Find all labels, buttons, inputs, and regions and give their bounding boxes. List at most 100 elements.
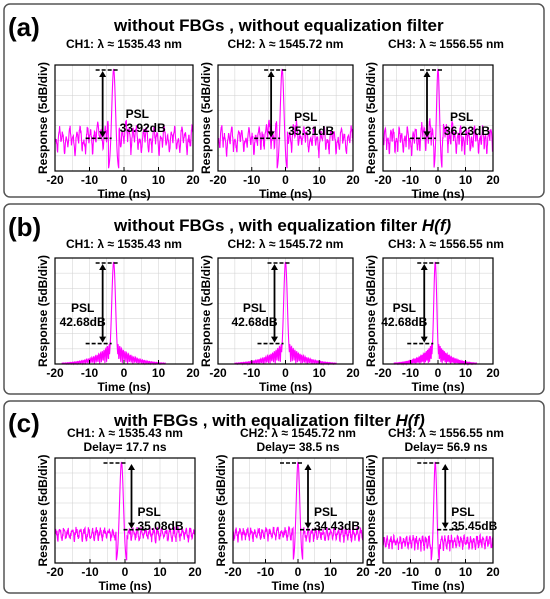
x-axis-label: Time (ns) (259, 187, 312, 201)
x-axis-label: Time (ns) (98, 579, 151, 593)
y-axis-label: Response (5dB/div) (214, 454, 228, 566)
x-axis-label: Time (ns) (259, 380, 312, 394)
x-tick-label: 10 (313, 366, 327, 380)
psl-arrowhead-down (423, 131, 431, 138)
x-axis-label: Time (ns) (411, 380, 464, 394)
series-trace (232, 461, 364, 560)
x-tick-label: -20 (224, 565, 242, 579)
series-trace (218, 261, 353, 367)
x-tick-label: 0 (121, 366, 128, 380)
x-tick-label: 0 (295, 565, 302, 579)
x-tick-label: 20 (486, 565, 500, 579)
x-tick-label: -20 (374, 366, 392, 380)
x-tick-label: -20 (46, 565, 64, 579)
psl-label: PSL (71, 301, 94, 315)
channel-delay: Delay= 38.5 ns (256, 440, 339, 454)
psl-label: PSL (294, 110, 317, 124)
psl-value: 42.68dB (231, 315, 277, 329)
x-tick-label: -10 (402, 173, 420, 187)
x-tick-label: -20 (374, 565, 392, 579)
psl-value: 34.43dB (314, 519, 360, 533)
plot-4: -20 -10 0 10 20 Time (ns) Response (5dB/div) CH… (36, 237, 200, 394)
x-tick-label: 0 (282, 173, 289, 187)
x-tick-label: -10 (243, 173, 261, 187)
plot-9: -20 -10 0 10 20 Time (ns) Response (5dB/div) CH… (364, 426, 504, 593)
psl-arrowhead-down (128, 522, 135, 529)
plot-8: -20 -10 0 10 20 Time (ns) Response (5dB/div) CH… (214, 426, 370, 593)
y-axis-label: Response (5dB/div) (36, 62, 50, 174)
panel-c-label: (c) (8, 408, 40, 438)
x-axis-label: Time (ns) (411, 579, 464, 593)
plot-3: -20 -10 0 10 20 Time (ns) Response (5dB/div) CH… (364, 37, 504, 201)
channel-title: CH1: λ ≈ 1535.43 nm (67, 426, 183, 440)
x-tick-label: 0 (121, 173, 128, 187)
panel-a-label: (a) (8, 12, 40, 42)
x-tick-label: -10 (81, 565, 99, 579)
x-axis-label: Time (ns) (271, 579, 324, 593)
x-tick-label: 20 (188, 565, 202, 579)
psl-value: 35.31dB (288, 124, 334, 138)
channel-title: CH1: λ ≈ 1535.43 nm (66, 237, 182, 251)
psl-arrowhead-down (271, 336, 278, 343)
y-axis-label: Response (5dB/div) (199, 255, 213, 367)
series-trace (382, 461, 494, 561)
channel-title: CH3: λ ≈ 1556.55 nm (388, 237, 504, 251)
psl-value: 33.92dB (120, 121, 166, 135)
x-tick-label: -10 (402, 366, 420, 380)
psl-arrowhead-down (99, 336, 107, 343)
x-tick-label: 20 (186, 366, 200, 380)
psl-value: 35.45dB (451, 519, 497, 533)
panel-b-label: (b) (8, 212, 41, 242)
y-axis-label: Response (5dB/div) (364, 62, 378, 174)
x-tick-label: -20 (46, 366, 64, 380)
x-tick-label: 20 (346, 366, 360, 380)
psl-value: 42.68dB (60, 315, 106, 329)
series-trace (54, 461, 196, 561)
x-tick-label: 10 (152, 366, 166, 380)
psl-value: 36.23dB (444, 124, 490, 138)
panel-c-title: with FBGs , with equalization filter H(f… (113, 411, 425, 430)
y-axis-label: Response (5dB/div) (199, 62, 213, 174)
panel-a-frame (3, 3, 545, 198)
psl-label: PSL (451, 505, 474, 519)
psl-arrowhead-up (271, 264, 278, 270)
psl-arrowhead-up (267, 71, 275, 77)
y-axis-label: Response (5dB/div) (36, 454, 50, 566)
channel-title: CH1: λ ≈ 1535.43 nm (66, 37, 182, 51)
psl-label: PSL (393, 301, 416, 315)
x-tick-label: 20 (356, 565, 370, 579)
x-tick-label: 20 (186, 173, 200, 187)
psl-label: PSL (138, 505, 161, 519)
y-axis-label: Response (5dB/div) (36, 255, 50, 367)
x-tick-label: 10 (152, 173, 166, 187)
plot-2: -20 -10 0 10 20 Time (ns) Response (5dB/div) CH… (199, 37, 360, 201)
psl-arrowhead-down (267, 131, 275, 138)
x-tick-label: -10 (81, 366, 99, 380)
x-axis-label: Time (ns) (411, 187, 464, 201)
plot-1: -20 -10 0 10 20 Time (ns) Response (5dB/div) CH… (36, 37, 200, 201)
psl-arrowhead-down (420, 336, 428, 343)
psl-value: 42.68dB (381, 315, 427, 329)
psl-label: PSL (243, 301, 266, 315)
plot-6: -20 -10 0 10 20 Time (ns) Response (5dB/div) CH… (364, 237, 504, 394)
x-axis-label: Time (ns) (97, 187, 150, 201)
x-tick-label: 0 (435, 173, 442, 187)
x-tick-label: 10 (459, 565, 473, 579)
x-tick-label: 0 (435, 565, 442, 579)
channel-title: CH3: λ ≈ 1556.55 nm (388, 37, 504, 51)
panel-c-frame (3, 400, 545, 594)
psl-arrowhead-down (441, 522, 449, 529)
psl-label: PSL (126, 107, 149, 121)
psl-arrowhead-up (420, 264, 428, 270)
series-trace (217, 68, 354, 169)
x-tick-label: -20 (374, 173, 392, 187)
x-tick-label: 10 (459, 173, 473, 187)
channel-title: CH2: λ ≈ 1545.72 nm (228, 237, 344, 251)
psl-arrowhead-down (304, 522, 312, 529)
x-tick-label: 0 (282, 366, 289, 380)
x-tick-label: -10 (402, 565, 420, 579)
plot-5: -20 -10 0 10 20 Time (ns) Response (5dB/div) CH… (199, 237, 360, 394)
channel-delay: Delay= 17.7 ns (83, 440, 166, 454)
psl-arrowhead-down (99, 131, 107, 138)
